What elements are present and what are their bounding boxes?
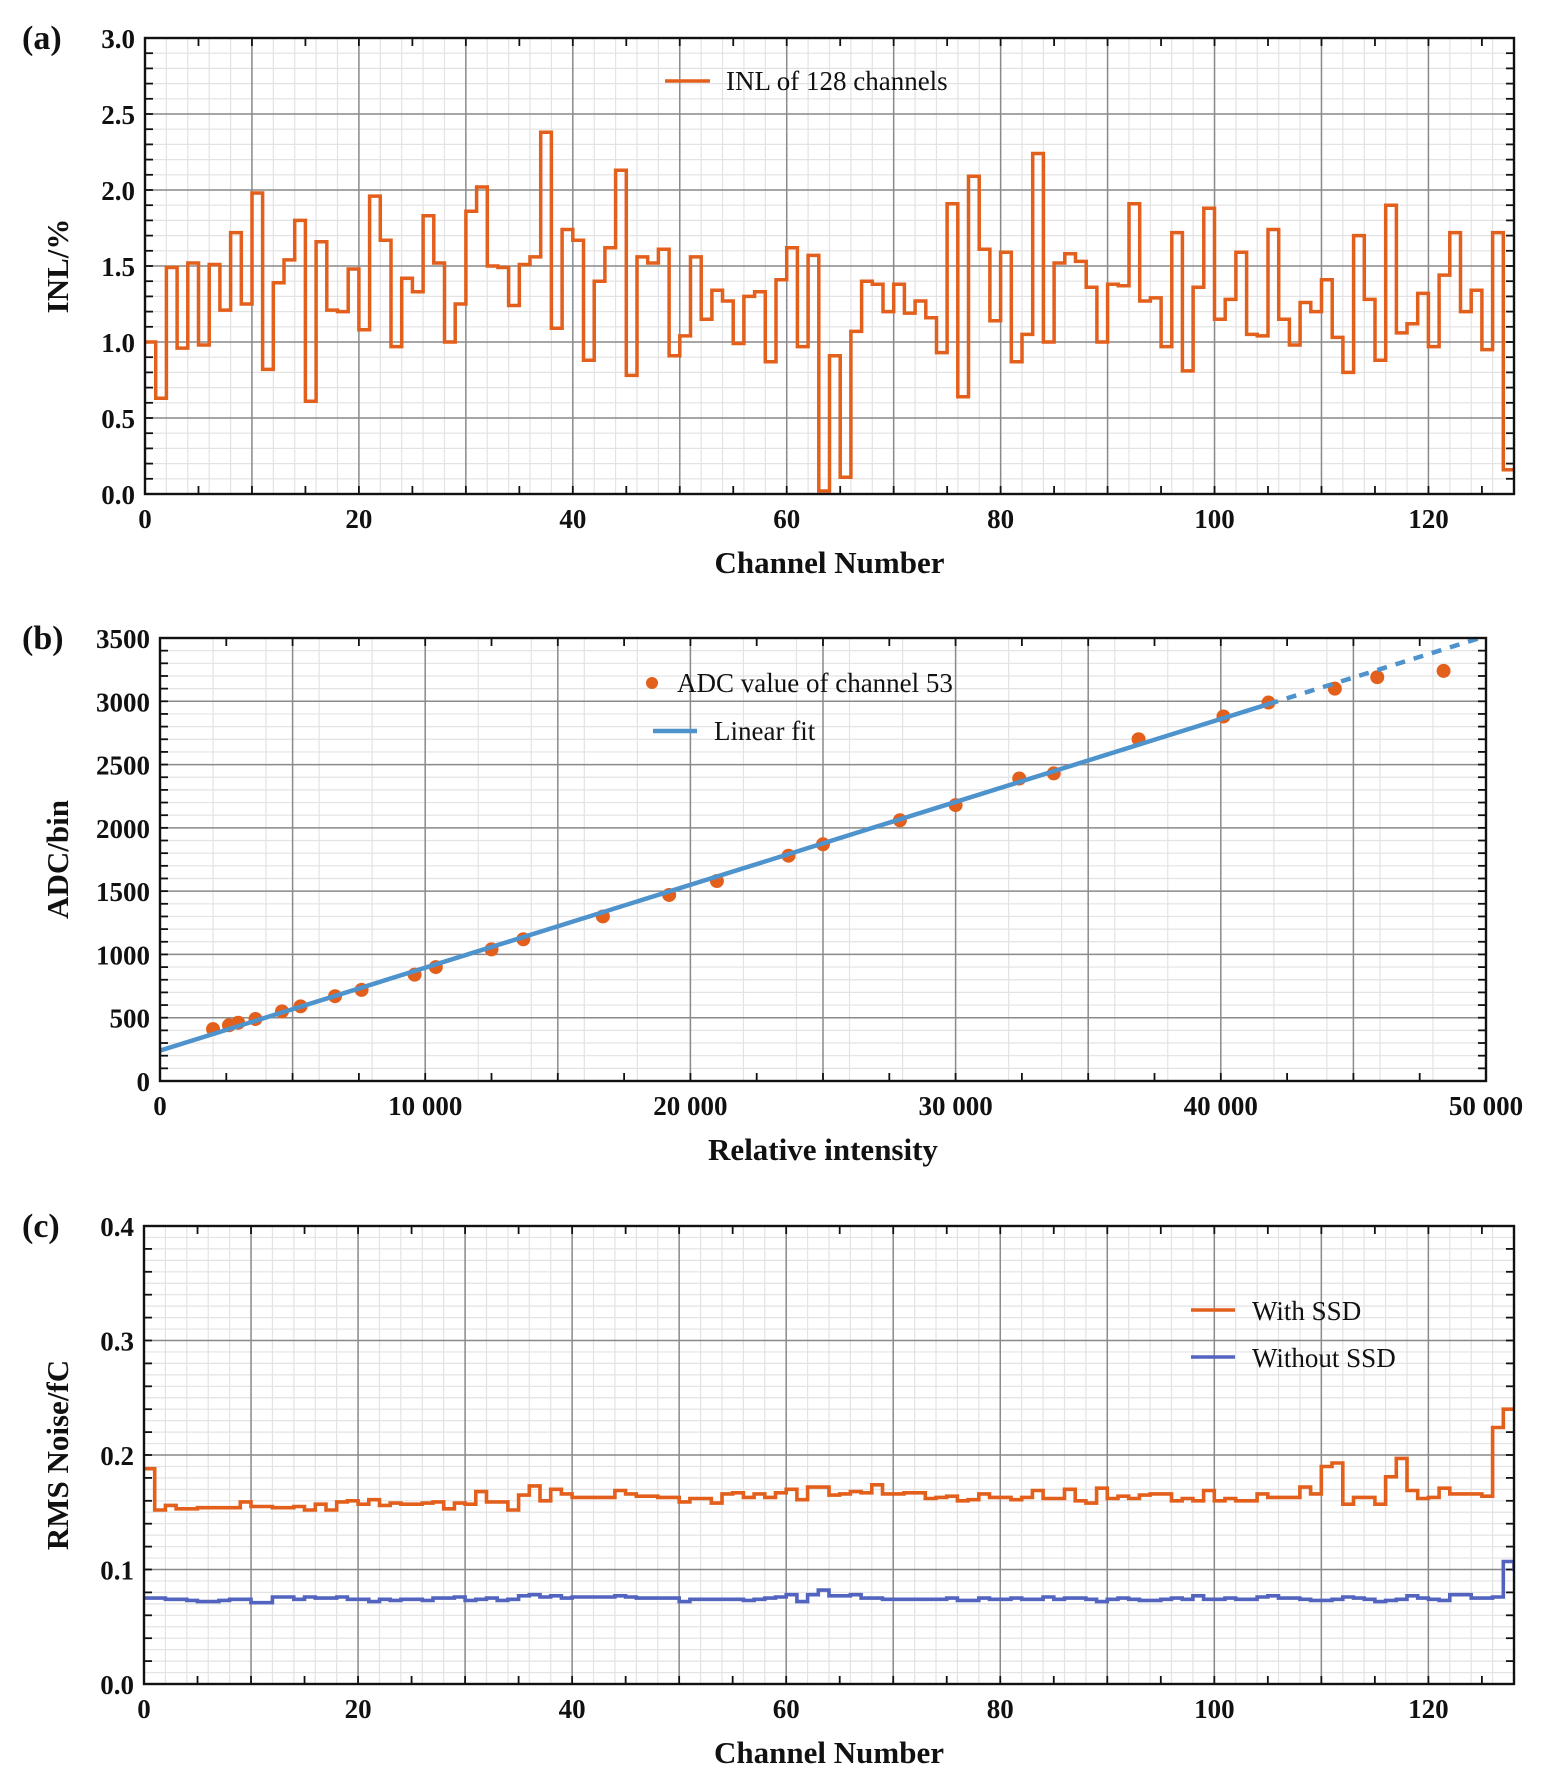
x-tick-label: 40 000 (1184, 1091, 1258, 1121)
x-tick-label: 40 (559, 504, 586, 534)
series-with-ssd (144, 1407, 1514, 1512)
y-tick-label: 0.0 (100, 1670, 134, 1700)
x-tick-label: 40 (559, 1694, 586, 1724)
y-tick-label: 3.0 (101, 24, 135, 54)
x-tick-label: 0 (153, 1091, 167, 1121)
y-tick-label: 2.5 (101, 100, 135, 130)
y-axis-title: INL/% (40, 219, 75, 314)
series-without-ssd (144, 1559, 1514, 1605)
series-linear-fit (160, 634, 1486, 1053)
step-line (144, 1559, 1514, 1605)
y-axis-title: ADC/bin (40, 800, 75, 919)
step-line (144, 1407, 1514, 1512)
y-axis-title: RMS Noise/fC (40, 1360, 75, 1550)
y-tick-label: 0.1 (100, 1556, 134, 1586)
legend: ADC value of channel 53 Linear fit (646, 668, 953, 746)
x-tick-label: 100 (1194, 504, 1235, 534)
legend: INL of 128 channels (665, 66, 948, 96)
legend-label: ADC value of channel 53 (677, 668, 953, 698)
y-tick-label: 0.2 (100, 1441, 134, 1471)
legend: With SSD Without SSD (1191, 1296, 1396, 1373)
y-tick-label: 500 (110, 1004, 151, 1034)
y-tick-label: 0.0 (101, 480, 135, 510)
y-tick-label: 3500 (96, 624, 150, 654)
y-tick-label: 0.3 (100, 1327, 134, 1357)
plot-frame (142, 1224, 1516, 1686)
panel-label: (a) (22, 20, 62, 57)
y-tick-label: 0.4 (100, 1212, 134, 1242)
plot-frame (143, 36, 1516, 496)
plot-frame (158, 636, 1488, 1083)
x-tick-label: 100 (1194, 1694, 1235, 1724)
chart-panel-a: 0 20 40 60 80 100 120 0.0 0.5 1.0 1.5 2.0 2.5 3.0 Chan… (22, 20, 1516, 580)
grid (143, 1225, 1515, 1685)
x-tick-label: 20 (345, 504, 372, 534)
legend-label: INL of 128 channels (726, 66, 948, 96)
x-axis-title: Relative intensity (708, 1132, 938, 1167)
y-tick-label: 2500 (96, 751, 150, 781)
x-tick-label: 30 000 (918, 1091, 992, 1121)
y-tick-label: 1000 (96, 940, 150, 970)
legend-label: With SSD (1252, 1296, 1361, 1326)
x-tick-label: 20 000 (653, 1091, 727, 1121)
x-tick-label: 120 (1408, 504, 1449, 534)
x-tick-label: 120 (1408, 1694, 1449, 1724)
legend-swatch (646, 677, 658, 689)
series-inl-of-128-channels (145, 130, 1514, 493)
x-tick-label: 20 (345, 1694, 372, 1724)
step-line (145, 130, 1514, 493)
x-tick-label: 80 (987, 1694, 1014, 1724)
y-tick-label: 3000 (96, 687, 150, 717)
chart-panel-b: 0 10 000 20 000 30 000 40 000 50 000 0 500 1000 1… (22, 620, 1523, 1167)
y-tick-label: 0.5 (101, 404, 135, 434)
y-tick-label: 2.0 (101, 176, 135, 206)
y-tick-label: 1.5 (101, 252, 135, 282)
x-tick-label: 60 (773, 504, 800, 534)
panel-label: (b) (22, 620, 64, 657)
data-point (1370, 670, 1385, 685)
x-tick-label: 0 (138, 504, 152, 534)
y-tick-label: 2000 (96, 814, 150, 844)
y-tick-label: 0 (137, 1067, 151, 1097)
legend-label: Linear fit (714, 716, 816, 746)
ticks (143, 1225, 1514, 1685)
data-point (1436, 663, 1451, 678)
legend-label: Without SSD (1252, 1343, 1396, 1373)
x-tick-label: 60 (773, 1694, 800, 1724)
panel-label: (c) (22, 1208, 60, 1245)
x-axis-title: Channel Number (714, 1735, 944, 1770)
x-tick-label: 10 000 (388, 1091, 462, 1121)
x-axis-title: Channel Number (715, 545, 945, 580)
fit-line-solid (160, 701, 1270, 1053)
y-tick-label: 1500 (96, 877, 150, 907)
y-tick-label: 1.0 (101, 328, 135, 358)
chart-panel-c: 0 20 40 60 80 100 120 0.0 0.1 0.2 0.3 0.4 Channel Nu… (22, 1208, 1516, 1770)
x-tick-label: 80 (987, 504, 1014, 534)
x-tick-label: 0 (137, 1694, 151, 1724)
x-tick-label: 50 000 (1449, 1091, 1523, 1121)
